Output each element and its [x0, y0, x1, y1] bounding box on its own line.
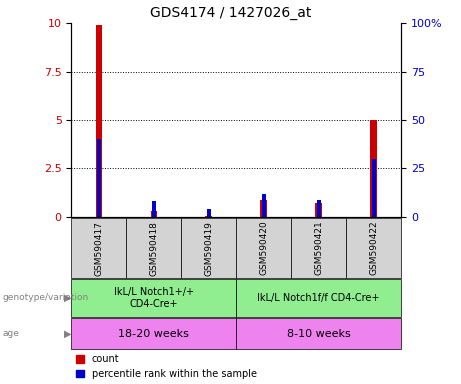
Bar	[95, 25, 102, 217]
Legend: count, percentile rank within the sample: count, percentile rank within the sample	[77, 354, 257, 379]
Text: GSM590417: GSM590417	[95, 221, 103, 275]
Bar	[315, 204, 322, 217]
Bar	[317, 200, 321, 217]
Text: GSM590422: GSM590422	[369, 221, 378, 275]
Text: ▶: ▶	[64, 328, 71, 339]
Bar	[370, 120, 377, 217]
Text: 18-20 weeks: 18-20 weeks	[118, 328, 189, 339]
Bar	[260, 200, 267, 217]
Bar	[206, 216, 212, 217]
Text: GSM590420: GSM590420	[259, 221, 268, 275]
Bar	[151, 211, 157, 217]
Text: ▶: ▶	[64, 293, 71, 303]
Bar	[152, 202, 156, 217]
Bar	[207, 209, 211, 217]
Text: 8-10 weeks: 8-10 weeks	[287, 328, 350, 339]
Bar	[262, 194, 266, 217]
Text: IkL/L Notch1+/+
CD4-Cre+: IkL/L Notch1+/+ CD4-Cre+	[114, 287, 194, 309]
Text: age: age	[2, 329, 19, 338]
Text: GSM590418: GSM590418	[149, 221, 159, 275]
Bar	[372, 159, 376, 217]
Text: GSM590421: GSM590421	[314, 221, 323, 275]
Text: genotype/variation: genotype/variation	[2, 293, 89, 303]
Text: GDS4174 / 1427026_at: GDS4174 / 1427026_at	[150, 7, 311, 20]
Bar	[97, 139, 101, 217]
Text: GSM590419: GSM590419	[204, 221, 213, 275]
Text: IkL/L Notch1f/f CD4-Cre+: IkL/L Notch1f/f CD4-Cre+	[258, 293, 380, 303]
